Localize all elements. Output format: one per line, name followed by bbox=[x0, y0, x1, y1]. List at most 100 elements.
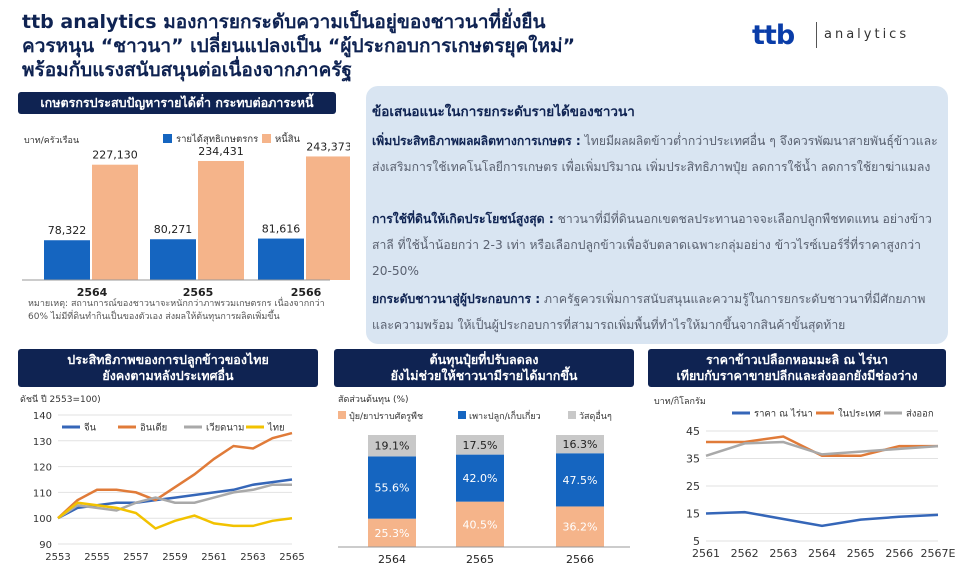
chart3-segment-2565-0 bbox=[456, 501, 504, 547]
chart4-legend-label-1: ในประเทศ bbox=[838, 408, 881, 420]
recommendation-item-3: ยกระดับชาวนาสู่ผู้ประกอบการ : ภาครัฐควรเ… bbox=[372, 286, 942, 338]
chart2-ytick: 110 bbox=[33, 488, 52, 499]
recommendations-title: ข้อเสนอแนะในการยกระดับรายได้ของชาวนา bbox=[372, 104, 635, 120]
recommendations-panel bbox=[366, 86, 948, 344]
chart3-value-label: 40.5% bbox=[463, 518, 498, 531]
chart2-ytick: 140 bbox=[33, 411, 52, 422]
chart3-legend-swatch-1 bbox=[458, 411, 466, 419]
chart2-series-3 bbox=[57, 501, 293, 530]
cost-share-chart: สัดส่วนต้นทุน (%) ปุ๋ย/ยาปราบศัตรูพืช เพา… bbox=[338, 394, 630, 566]
recommendation-body-1: ไทยมีผลผลิตข้าวต่ำกว่าประเทศอื่น ๆ จึงคว… bbox=[372, 134, 938, 174]
chart1-bar-2566-0 bbox=[258, 238, 304, 280]
chart4-xtick: 2562 bbox=[731, 547, 759, 560]
chart3-header: ต้นทุนปุ๋ยที่ปรับลดลง ยังไม่ช่วยให้ชาวนา… bbox=[334, 349, 634, 387]
recommendation-head-1: เพิ่มประสิทธิภาพผลผลิตทางการเกษตร : bbox=[372, 134, 581, 148]
chart4-xtick: 2565 bbox=[847, 547, 875, 560]
chart4-xtick: 2564 bbox=[808, 547, 836, 560]
chart2-xtick: 2557 bbox=[123, 552, 148, 563]
chart3-segment-2566-0 bbox=[556, 506, 604, 547]
chart3-legend-swatch-2 bbox=[568, 411, 576, 419]
chart3-segment-2566-1 bbox=[556, 453, 604, 507]
chart3-segment-2566-2 bbox=[556, 435, 604, 454]
chart3-xtick: 2564 bbox=[378, 553, 406, 566]
chart1-value-label: 234,431 bbox=[198, 145, 244, 158]
chart1-note: หมายเหตุ: สถานการณ์ของชาวนาจะหนักกว่าภาพ… bbox=[28, 299, 325, 322]
chart4-ytick: 45 bbox=[686, 425, 700, 438]
chart3-segment-2565-2 bbox=[456, 435, 504, 455]
chart2-legend-label-0: จีน bbox=[84, 422, 97, 434]
chart2-header-line-1: ประสิทธิภาพของการปลูกข้าวของไทย bbox=[67, 352, 269, 367]
chart2-xtick: 2561 bbox=[201, 552, 226, 563]
chart3-value-label: 16.3% bbox=[563, 438, 598, 451]
chart2-legend-label-1: อินเดีย bbox=[140, 422, 167, 434]
logo-sub: analytics bbox=[824, 27, 910, 42]
chart1-xtick: 2565 bbox=[183, 286, 214, 298]
income-debt-chart: บาท/ครัวเรือน รายได้สุทธิเกษตรกร หนี้สิน… bbox=[22, 132, 350, 298]
chart2-ytick: 90 bbox=[39, 540, 52, 551]
chart2-series-1 bbox=[57, 431, 293, 520]
chart3-value-label: 42.0% bbox=[463, 472, 498, 485]
chart3-header-line-2: ยังไม่ช่วยให้ชาวนามีรายได้มากขึ้น bbox=[390, 368, 578, 383]
chart2-xtick: 2563 bbox=[240, 552, 265, 563]
chart4-series-0 bbox=[705, 510, 939, 528]
ttb-analytics-logo: ttb analytics bbox=[752, 18, 942, 54]
chart4-xtick: 2566 bbox=[885, 547, 913, 560]
chart3-value-label: 55.6% bbox=[375, 482, 410, 495]
chart2-xtick: 2555 bbox=[84, 552, 109, 563]
chart1-xtick: 2566 bbox=[291, 286, 322, 298]
chart1-value-label: 80,271 bbox=[154, 223, 193, 236]
chart4-header: ราคาข้าวเปลือกหอมมะลิ ณ ไร่นา เทียบกับรา… bbox=[648, 349, 946, 387]
yield-index-chart: ดัชนี ปี 2553=100) 90 100 110 120 130 140 2553… bbox=[20, 394, 305, 563]
chart1-value-label: 243,373 bbox=[306, 140, 350, 153]
chart2-ylabel: ดัชนี ปี 2553=100) bbox=[20, 394, 101, 405]
chart1-bar-2565-1 bbox=[198, 160, 244, 280]
chart3-ylabel: สัดส่วนต้นทุน (%) bbox=[338, 394, 409, 405]
chart2-ytick: 100 bbox=[33, 514, 52, 525]
chart1-value-label: 81,616 bbox=[262, 223, 301, 236]
chart4-xtick: 2561 bbox=[692, 547, 720, 560]
chart2-xtick: 2553 bbox=[45, 552, 70, 563]
chart1-xtick: 2564 bbox=[77, 286, 108, 298]
chart1-legend-label-1: หนี้สิน bbox=[275, 132, 301, 145]
chart2-series-0 bbox=[57, 478, 293, 520]
chart2-xtick: 2559 bbox=[162, 552, 187, 563]
chart2-series-2 bbox=[57, 483, 292, 520]
recommendation-head-2: การใช้ที่ดินให้เกิดประโยชน์สูงสุด : bbox=[372, 212, 554, 226]
chart1-bar-2566-1 bbox=[306, 156, 350, 280]
chart4-series-2 bbox=[705, 440, 939, 457]
chart4-xtick: 2567E bbox=[921, 547, 956, 560]
chart4-header-line-1: ราคาข้าวเปลือกหอมมะลิ ณ ไร่นา bbox=[705, 352, 889, 367]
logo-brand: ttb bbox=[752, 20, 795, 51]
chart3-value-label: 25.3% bbox=[375, 527, 410, 540]
chart1-value-label: 78,322 bbox=[48, 224, 87, 237]
chart1-header: เกษตรกรประสบปัญหารายได้ต่ำ กระทบต่อภาระห… bbox=[18, 92, 336, 114]
chart2-header: ประสิทธิภาพของการปลูกข้าวของไทย ยังคงตาม… bbox=[18, 349, 318, 387]
chart3-segment-2565-1 bbox=[456, 454, 504, 502]
chart1-ylabel: บาท/ครัวเรือน bbox=[24, 135, 79, 146]
jasmine-price-chart: บาท/กิโลกรัม 5 15 25 35 45 2561 2562 2563 2564 25… bbox=[654, 396, 956, 560]
chart3-value-label: 47.5% bbox=[563, 474, 598, 487]
chart3-value-label: 17.5% bbox=[463, 439, 498, 452]
chart1-legend-swatch-1 bbox=[262, 134, 271, 143]
chart1-value-label: 227,130 bbox=[92, 149, 138, 162]
recommendation-item-2: การใช้ที่ดินให้เกิดประโยชน์สูงสุด : ชาวน… bbox=[372, 206, 942, 284]
logo-divider bbox=[816, 22, 817, 48]
chart3-xtick: 2566 bbox=[566, 553, 594, 566]
chart1-legend-swatch-0 bbox=[163, 134, 172, 143]
chart3-xtick: 2565 bbox=[466, 553, 494, 566]
page-title-line-3: พร้อมกับแรงสนับสนุนต่อเนื่องจากภาครัฐ bbox=[22, 59, 352, 81]
recommendation-head-3: ยกระดับชาวนาสู่ผู้ประกอบการ : bbox=[372, 292, 541, 306]
chart2-legend-label-2: เวียดนาม bbox=[206, 422, 244, 434]
chart4-ylabel: บาท/กิโลกรัม bbox=[654, 396, 706, 407]
chart4-ytick: 25 bbox=[686, 480, 700, 493]
chart4-ytick: 35 bbox=[686, 453, 700, 466]
chart2-legend-label-3: ไทย bbox=[267, 422, 285, 434]
chart1-legend-label-0: รายได้สุทธิเกษตรกร bbox=[176, 133, 258, 145]
chart3-segment-2564-1 bbox=[368, 456, 416, 519]
chart3-legend-swatch-0 bbox=[338, 411, 346, 419]
chart4-ytick: 15 bbox=[686, 508, 700, 521]
chart1-bar-2564-1 bbox=[92, 164, 138, 280]
chart2-ytick: 120 bbox=[33, 463, 52, 474]
chart2-xtick: 2565 bbox=[279, 552, 304, 563]
chart3-segment-2564-0 bbox=[368, 518, 416, 547]
